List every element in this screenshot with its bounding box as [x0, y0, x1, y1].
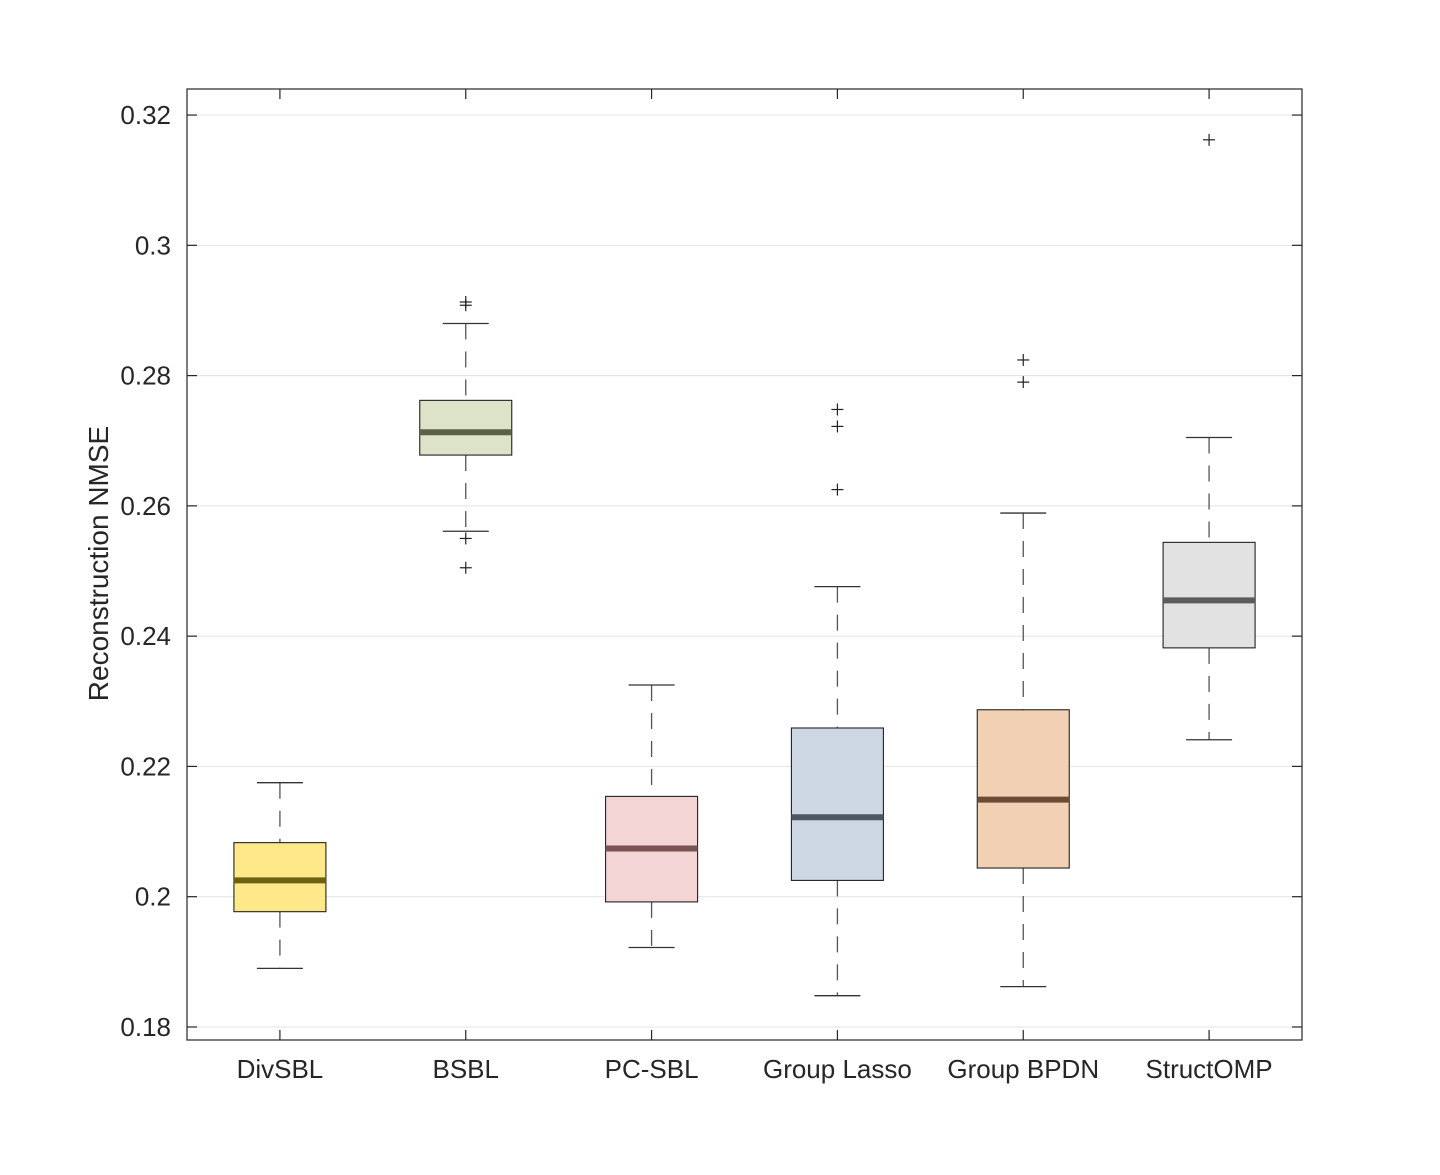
- ytick-label-1: 0.2: [135, 882, 171, 912]
- box-group-pc-sbl: [605, 684, 699, 949]
- box-group-structomp: [1162, 133, 1256, 741]
- box-bsbl: [419, 399, 513, 456]
- box-structomp: [1162, 541, 1256, 649]
- outlier-group-lasso-0: [831, 403, 844, 416]
- outlier-bsbl-3: [459, 561, 472, 574]
- ytick-label-7: 0.32: [120, 100, 171, 130]
- box-group-bpdn: [976, 709, 1070, 869]
- y-axis-label: Reconstruction NMSE: [83, 426, 114, 701]
- xtick-label-3: Group Lasso: [763, 1054, 912, 1084]
- xtick-label-4: Group BPDN: [947, 1054, 1099, 1084]
- ytick-label-4: 0.26: [120, 491, 171, 521]
- box-group-group-bpdn: [976, 353, 1070, 988]
- plot-frame: [186, 88, 1303, 1041]
- outlier-bsbl-2: [459, 532, 472, 545]
- outlier-structomp-0: [1203, 133, 1216, 146]
- xtick-label-1: BSBL: [433, 1054, 500, 1084]
- outlier-group-bpdn-1: [1017, 376, 1030, 389]
- xtick-label-0: DivSBL: [237, 1054, 324, 1084]
- box-group-lasso: [790, 727, 884, 881]
- outlier-group-bpdn-0: [1017, 353, 1030, 366]
- outlier-group-lasso-1: [831, 420, 844, 433]
- box-group-bsbl: [419, 295, 513, 574]
- box-group-divsbl: [233, 782, 327, 969]
- box-group-group-lasso: [790, 403, 884, 997]
- outlier-bsbl-1: [459, 299, 472, 312]
- outlier-group-lasso-2: [831, 483, 844, 496]
- ytick-label-0: 0.18: [120, 1012, 171, 1042]
- ytick-label-6: 0.3: [135, 230, 171, 260]
- ytick-label-2: 0.22: [120, 751, 171, 781]
- xtick-label-5: StructOMP: [1146, 1054, 1273, 1084]
- box-divsbl: [233, 842, 327, 913]
- ytick-label-5: 0.28: [120, 361, 171, 391]
- ytick-label-3: 0.24: [120, 621, 171, 651]
- xtick-label-2: PC-SBL: [605, 1054, 699, 1084]
